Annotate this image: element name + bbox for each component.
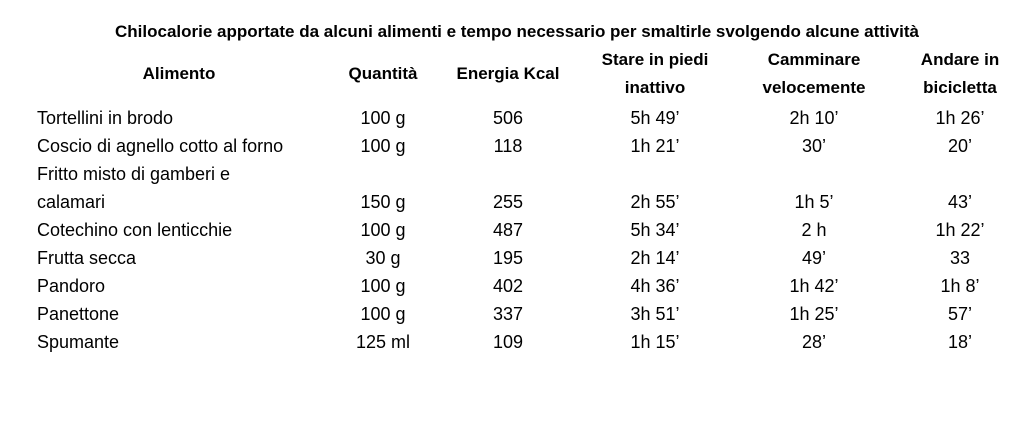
table-cell: 33 <box>949 248 971 268</box>
table-cell: 5h 49’ <box>630 108 680 128</box>
food-name: Spumante <box>37 332 120 352</box>
column-header: Andare in bicicletta <box>920 50 1000 97</box>
table-cell: 30 g <box>365 248 401 268</box>
table-cell: 2 h <box>801 220 827 240</box>
table-cell: 125 ml <box>355 332 411 352</box>
table-cell: 20’ <box>947 136 973 156</box>
table-cell: 49’ <box>801 248 827 268</box>
table: Alimento Quantità Energia Kcal Stare in pie… <box>30 46 1024 356</box>
table-cell: 1h 8’ <box>940 276 980 296</box>
food-name: Fritto misto di gamberi e calamari <box>37 164 231 212</box>
table-cell: 100 g <box>360 220 406 240</box>
table-row: Coscio di agnello cotto al forno 100 g 118… <box>30 132 1024 160</box>
table-cell: 402 <box>492 276 524 296</box>
table-cell: 2h 10’ <box>789 108 839 128</box>
table-cell: 487 <box>492 220 524 240</box>
table-row: Frutta secca 30 g 195 2h 14’ 49’ 33 <box>30 244 1024 272</box>
table-row: Tortellini in brodo 100 g 506 5h 49’ 2h 10’ 1… <box>30 102 1024 132</box>
table-cell: 195 <box>492 248 524 268</box>
table-cell: 43’ <box>947 192 973 212</box>
table-cell: 118 <box>493 136 523 156</box>
table-cell: 1h 26’ <box>935 108 985 128</box>
title: Chilocalorie apportate da alcuni aliment… <box>115 22 919 41</box>
table-cell: 5h 34’ <box>630 220 680 240</box>
column-header: Energia Kcal <box>456 64 560 83</box>
table-row: Pandoro 100 g 402 4h 36’ 1h 42’ 1h 8’ <box>30 272 1024 300</box>
table-cell: 3h 51’ <box>630 304 680 324</box>
table-row: Spumante 125 ml 109 1h 15’ 28’ 18’ <box>30 328 1024 356</box>
table-cell: 100 g <box>360 276 406 296</box>
table-header: Alimento Quantità Energia Kcal Stare in pie… <box>30 46 1024 102</box>
table-cell: 1h 5’ <box>794 192 834 212</box>
table-cell: 1h 25’ <box>789 304 839 324</box>
column-header: Quantità <box>348 64 418 83</box>
table-cell: 1h 22’ <box>935 220 985 240</box>
table-body: Tortellini in brodo 100 g 506 5h 49’ 2h 10’ 1… <box>30 102 1024 356</box>
table-cell: 100 g <box>360 136 406 156</box>
column-header: Camminare velocemente <box>762 50 866 97</box>
food-name: Panettone <box>37 304 120 324</box>
table-row: Fritto misto di gamberi e calamari 150 g 2… <box>30 160 1024 216</box>
column-header: Alimento <box>142 64 216 83</box>
food-name: Coscio di agnello cotto al forno <box>37 136 284 156</box>
table-cell: 100 g <box>360 108 406 128</box>
table-cell: 150 g <box>360 192 406 212</box>
table-cell: 4h 36’ <box>630 276 680 296</box>
table-cell: 255 <box>492 192 524 212</box>
table-cell: 1h 42’ <box>789 276 839 296</box>
table-cell: 100 g <box>360 304 406 324</box>
food-name: Frutta secca <box>37 248 137 268</box>
table-cell: 1h 15’ <box>630 332 680 352</box>
table-cell: 18’ <box>947 332 973 352</box>
table-cell: 2h 14’ <box>630 248 680 268</box>
table-cell: 506 <box>492 108 524 128</box>
table-cell: 2h 55’ <box>630 192 680 212</box>
table-cell: 337 <box>492 304 524 324</box>
header-row: Alimento Quantità Energia Kcal Stare in pie… <box>30 46 1024 102</box>
table-cell: 1h 21’ <box>630 136 680 156</box>
food-name: Tortellini in brodo <box>37 108 174 128</box>
table-cell: 109 <box>492 332 524 352</box>
food-name: Pandoro <box>37 276 106 296</box>
table-row: Cotechino con lenticchie 100 g 487 5h 34’ 2 … <box>30 216 1024 244</box>
table-row: Panettone 100 g 337 3h 51’ 1h 25’ 57’ <box>30 300 1024 328</box>
food-name: Cotechino con lenticchie <box>37 220 233 240</box>
table-cell: 30’ <box>801 136 827 156</box>
table-cell: 57’ <box>947 304 973 324</box>
table-cell: 28’ <box>801 332 827 352</box>
column-header: Stare in piedi inattivo <box>601 50 709 97</box>
